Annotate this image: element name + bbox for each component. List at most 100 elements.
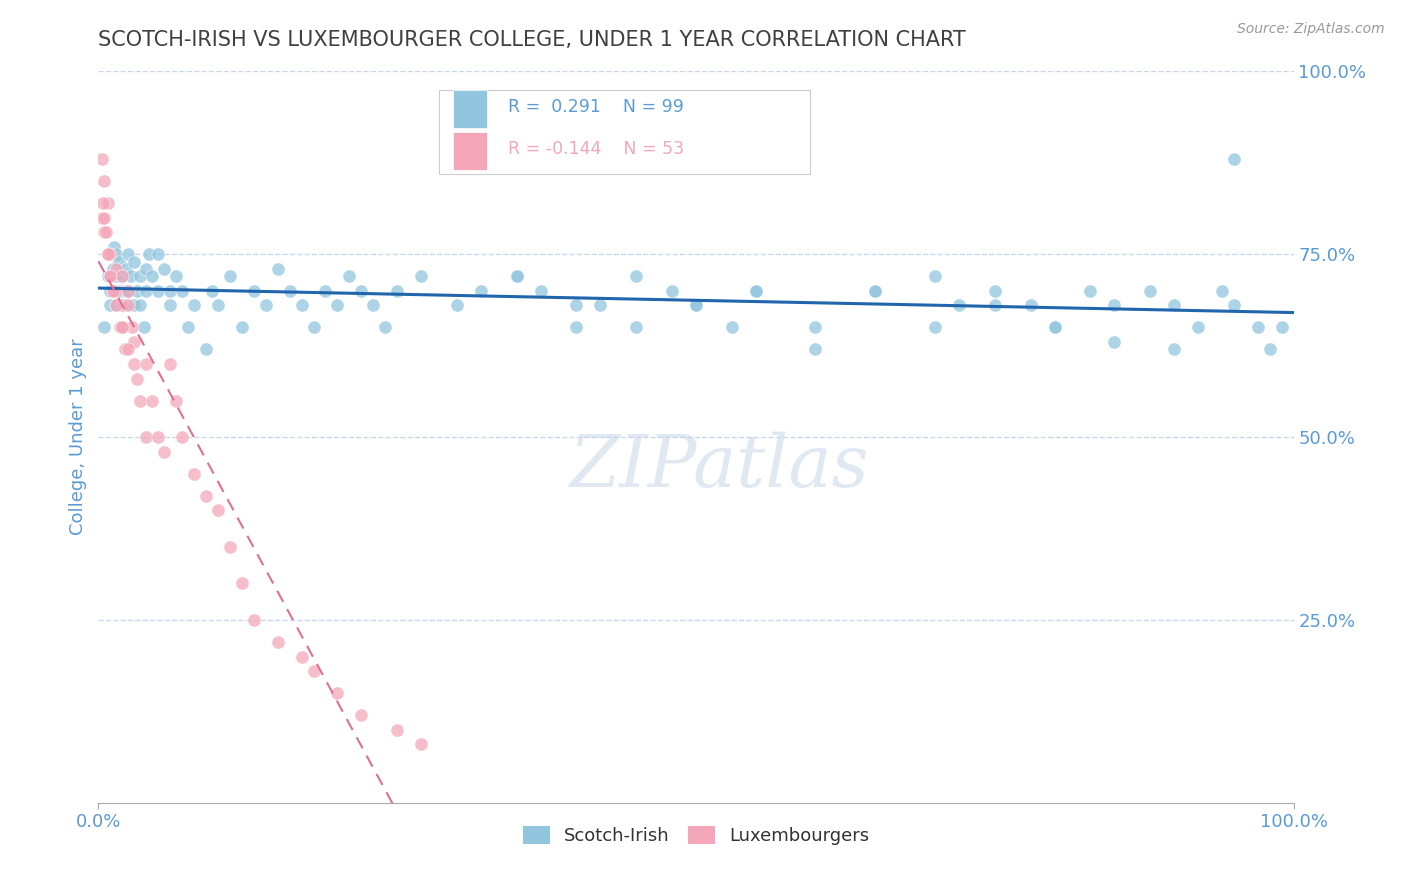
Point xyxy=(924,269,946,284)
Point xyxy=(363,298,385,312)
Point xyxy=(302,320,325,334)
Point xyxy=(565,320,588,334)
Point xyxy=(1043,320,1066,334)
Point xyxy=(105,261,128,276)
Point xyxy=(1223,298,1246,312)
Point xyxy=(1163,298,1185,312)
Point xyxy=(93,320,115,334)
Point xyxy=(804,320,827,334)
Point xyxy=(111,320,134,334)
Point xyxy=(1080,284,1102,298)
Point xyxy=(745,284,768,298)
Point xyxy=(207,298,229,312)
Point xyxy=(129,298,152,312)
Point xyxy=(172,284,194,298)
Point xyxy=(105,284,128,298)
Point xyxy=(91,196,114,211)
Point xyxy=(267,635,290,649)
Point xyxy=(685,298,707,312)
Point xyxy=(124,357,146,371)
Point xyxy=(125,284,148,298)
Point xyxy=(267,261,290,276)
Point xyxy=(105,269,128,284)
Point xyxy=(153,261,176,276)
Point xyxy=(97,196,120,211)
FancyBboxPatch shape xyxy=(453,90,486,128)
Point xyxy=(97,247,120,261)
Point xyxy=(530,284,553,298)
Point xyxy=(114,298,136,312)
Point xyxy=(129,393,152,408)
Point xyxy=(506,269,529,284)
Point xyxy=(105,298,128,312)
Point xyxy=(411,269,433,284)
Point xyxy=(565,298,588,312)
Point xyxy=(291,298,314,312)
Point xyxy=(1211,284,1233,298)
Point xyxy=(201,284,224,298)
Point xyxy=(948,298,970,312)
Point xyxy=(111,320,134,334)
Point xyxy=(183,467,205,481)
Point xyxy=(219,269,242,284)
Text: R =  0.291    N = 99: R = 0.291 N = 99 xyxy=(509,98,685,116)
Text: Source: ZipAtlas.com: Source: ZipAtlas.com xyxy=(1237,22,1385,37)
Point xyxy=(385,723,409,737)
Point xyxy=(1223,152,1246,166)
Point xyxy=(302,664,325,678)
Point xyxy=(626,320,648,334)
Point xyxy=(141,269,163,284)
Point xyxy=(183,298,205,312)
Point xyxy=(115,284,138,298)
Point xyxy=(177,320,200,334)
Point xyxy=(148,430,170,444)
Point xyxy=(661,284,683,298)
Point xyxy=(506,269,529,284)
Point xyxy=(1139,284,1161,298)
Point xyxy=(132,320,155,334)
Point xyxy=(685,298,707,312)
Point xyxy=(121,320,143,334)
Point xyxy=(117,284,139,298)
Point xyxy=(105,298,128,312)
Point xyxy=(120,269,142,284)
Point xyxy=(117,298,139,312)
Point xyxy=(589,298,612,312)
Point xyxy=(108,284,131,298)
Point xyxy=(195,343,218,357)
Point xyxy=(165,393,187,408)
Point xyxy=(97,247,120,261)
Point xyxy=(1043,320,1066,334)
Legend: Scotch-Irish, Luxembourgers: Scotch-Irish, Luxembourgers xyxy=(516,819,876,852)
Point xyxy=(207,503,229,517)
Point xyxy=(172,430,194,444)
Point xyxy=(93,225,115,239)
Point xyxy=(135,430,157,444)
Point xyxy=(111,320,134,334)
Point xyxy=(865,284,887,298)
Point xyxy=(93,211,115,225)
Point xyxy=(350,708,373,723)
Point xyxy=(231,320,253,334)
Point xyxy=(141,393,163,408)
Text: SCOTCH-IRISH VS LUXEMBOURGER COLLEGE, UNDER 1 YEAR CORRELATION CHART: SCOTCH-IRISH VS LUXEMBOURGER COLLEGE, UN… xyxy=(98,30,966,50)
Point xyxy=(984,298,1007,312)
Point xyxy=(138,247,160,261)
Point xyxy=(124,298,146,312)
Point xyxy=(446,298,468,312)
Y-axis label: College, Under 1 year: College, Under 1 year xyxy=(69,339,87,535)
Point xyxy=(1104,334,1126,349)
Point xyxy=(125,371,148,385)
Point xyxy=(470,284,492,298)
Point xyxy=(114,343,136,357)
Point xyxy=(117,247,139,261)
Point xyxy=(135,284,157,298)
Point xyxy=(148,284,170,298)
Point xyxy=(385,284,409,298)
Point xyxy=(111,298,134,312)
Point xyxy=(291,649,314,664)
Point xyxy=(411,737,433,751)
Point xyxy=(101,247,124,261)
Point xyxy=(91,211,114,225)
Point xyxy=(98,298,122,312)
